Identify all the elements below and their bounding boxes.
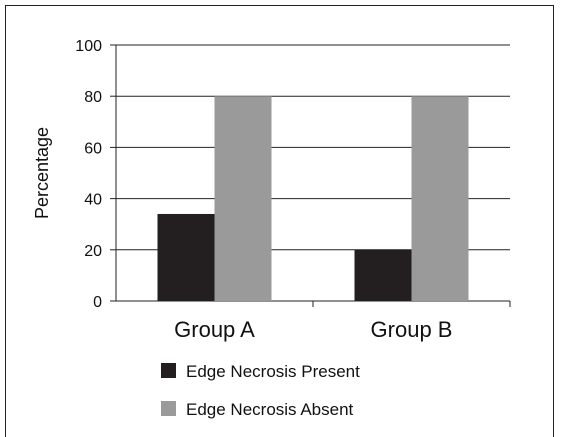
y-tick-label: 60 bbox=[84, 140, 102, 157]
y-tick-label: 80 bbox=[84, 89, 102, 106]
legend-swatch bbox=[161, 401, 176, 416]
y-axis-label: Percentage bbox=[32, 127, 52, 219]
legend-label: Edge Necrosis Present bbox=[186, 362, 360, 381]
bar-group-a-edge-necrosis-absent bbox=[214, 96, 272, 301]
x-tick-label: Group B bbox=[371, 317, 453, 342]
y-tick-label: 0 bbox=[93, 294, 102, 311]
legend: Edge Necrosis Present Edge Necrosis Absen… bbox=[161, 362, 360, 419]
bars bbox=[157, 96, 469, 301]
legend-swatch bbox=[161, 363, 176, 378]
bar-group-a-edge-necrosis-present bbox=[157, 213, 215, 301]
x-tick-labels: Group A Group B bbox=[174, 317, 452, 342]
y-tick-label: 20 bbox=[84, 243, 102, 260]
bar-group-b-edge-necrosis-present bbox=[354, 249, 412, 301]
y-tick-labels: 0 20 40 60 80 100 bbox=[75, 38, 102, 311]
y-tick-label: 40 bbox=[84, 192, 102, 209]
y-tick-label: 100 bbox=[75, 38, 102, 55]
legend-label: Edge Necrosis Absent bbox=[186, 400, 354, 419]
x-tick-label: Group A bbox=[174, 317, 255, 342]
bar-group-b-edge-necrosis-absent bbox=[411, 96, 469, 301]
